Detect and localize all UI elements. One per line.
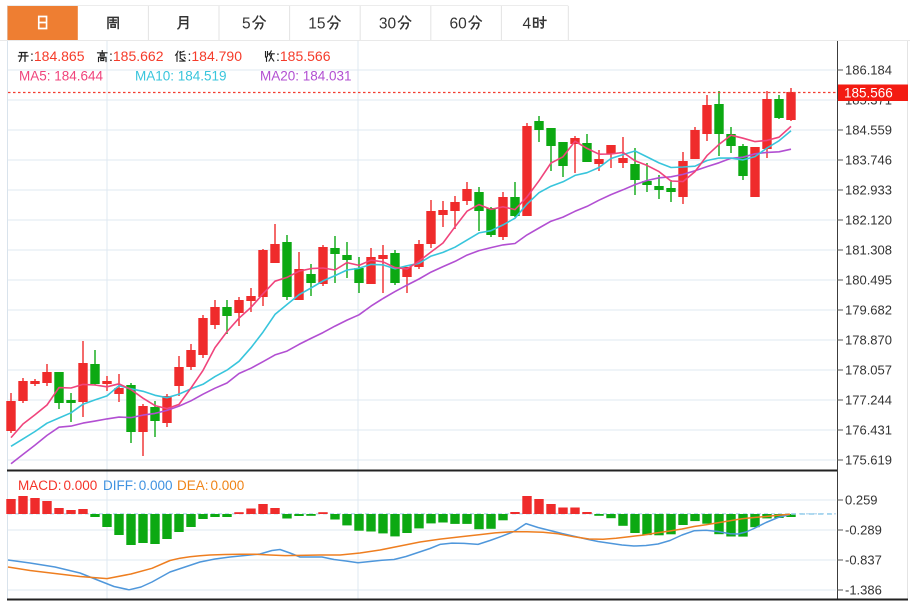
svg-text:186.184: 186.184: [845, 63, 892, 78]
svg-text:183.746: 183.746: [845, 153, 892, 168]
svg-text:179.682: 179.682: [845, 303, 892, 318]
svg-text:DIFF:0.000: DIFF: 0.000: [103, 478, 173, 493]
svg-text:-1.386: -1.386: [845, 583, 882, 598]
svg-text::185.566: :185.566: [276, 48, 331, 64]
svg-text:175.619: 175.619: [845, 453, 892, 468]
svg-text:184.559: 184.559: [845, 123, 892, 138]
svg-text:182.120: 182.120: [845, 213, 892, 228]
svg-text:185.566: 185.566: [844, 86, 893, 101]
svg-text:4: 4: [523, 16, 532, 33]
svg-text:15: 15: [308, 16, 325, 33]
svg-text:-0.289: -0.289: [845, 523, 882, 538]
svg-text:180.495: 180.495: [845, 273, 892, 288]
svg-text:MA20: 184.031: MA20: 184.031: [260, 69, 352, 84]
svg-text:178.870: 178.870: [845, 333, 892, 348]
svg-text:176.431: 176.431: [845, 423, 892, 438]
svg-text:5: 5: [242, 16, 251, 33]
svg-text:30: 30: [379, 16, 397, 33]
svg-text::184.865: :184.865: [30, 48, 85, 64]
svg-text:0.259: 0.259: [845, 493, 878, 508]
svg-text:178.057: 178.057: [845, 363, 892, 378]
svg-text::185.662: :185.662: [109, 48, 164, 64]
svg-text:182.933: 182.933: [845, 183, 892, 198]
svg-text:181.308: 181.308: [845, 243, 892, 258]
svg-text::184.790: :184.790: [188, 48, 243, 64]
svg-text:MACD:0.000: MACD: 0.000: [18, 478, 97, 493]
svg-text:-0.837: -0.837: [845, 553, 882, 568]
svg-text:DEA:0.000: DEA: 0.000: [177, 478, 244, 493]
svg-text:MA5: 184.644: MA5: 184.644: [19, 69, 104, 84]
svg-text:MA10: 184.519: MA10: 184.519: [135, 69, 227, 84]
svg-text:177.244: 177.244: [845, 393, 892, 408]
svg-text:60: 60: [450, 16, 468, 33]
